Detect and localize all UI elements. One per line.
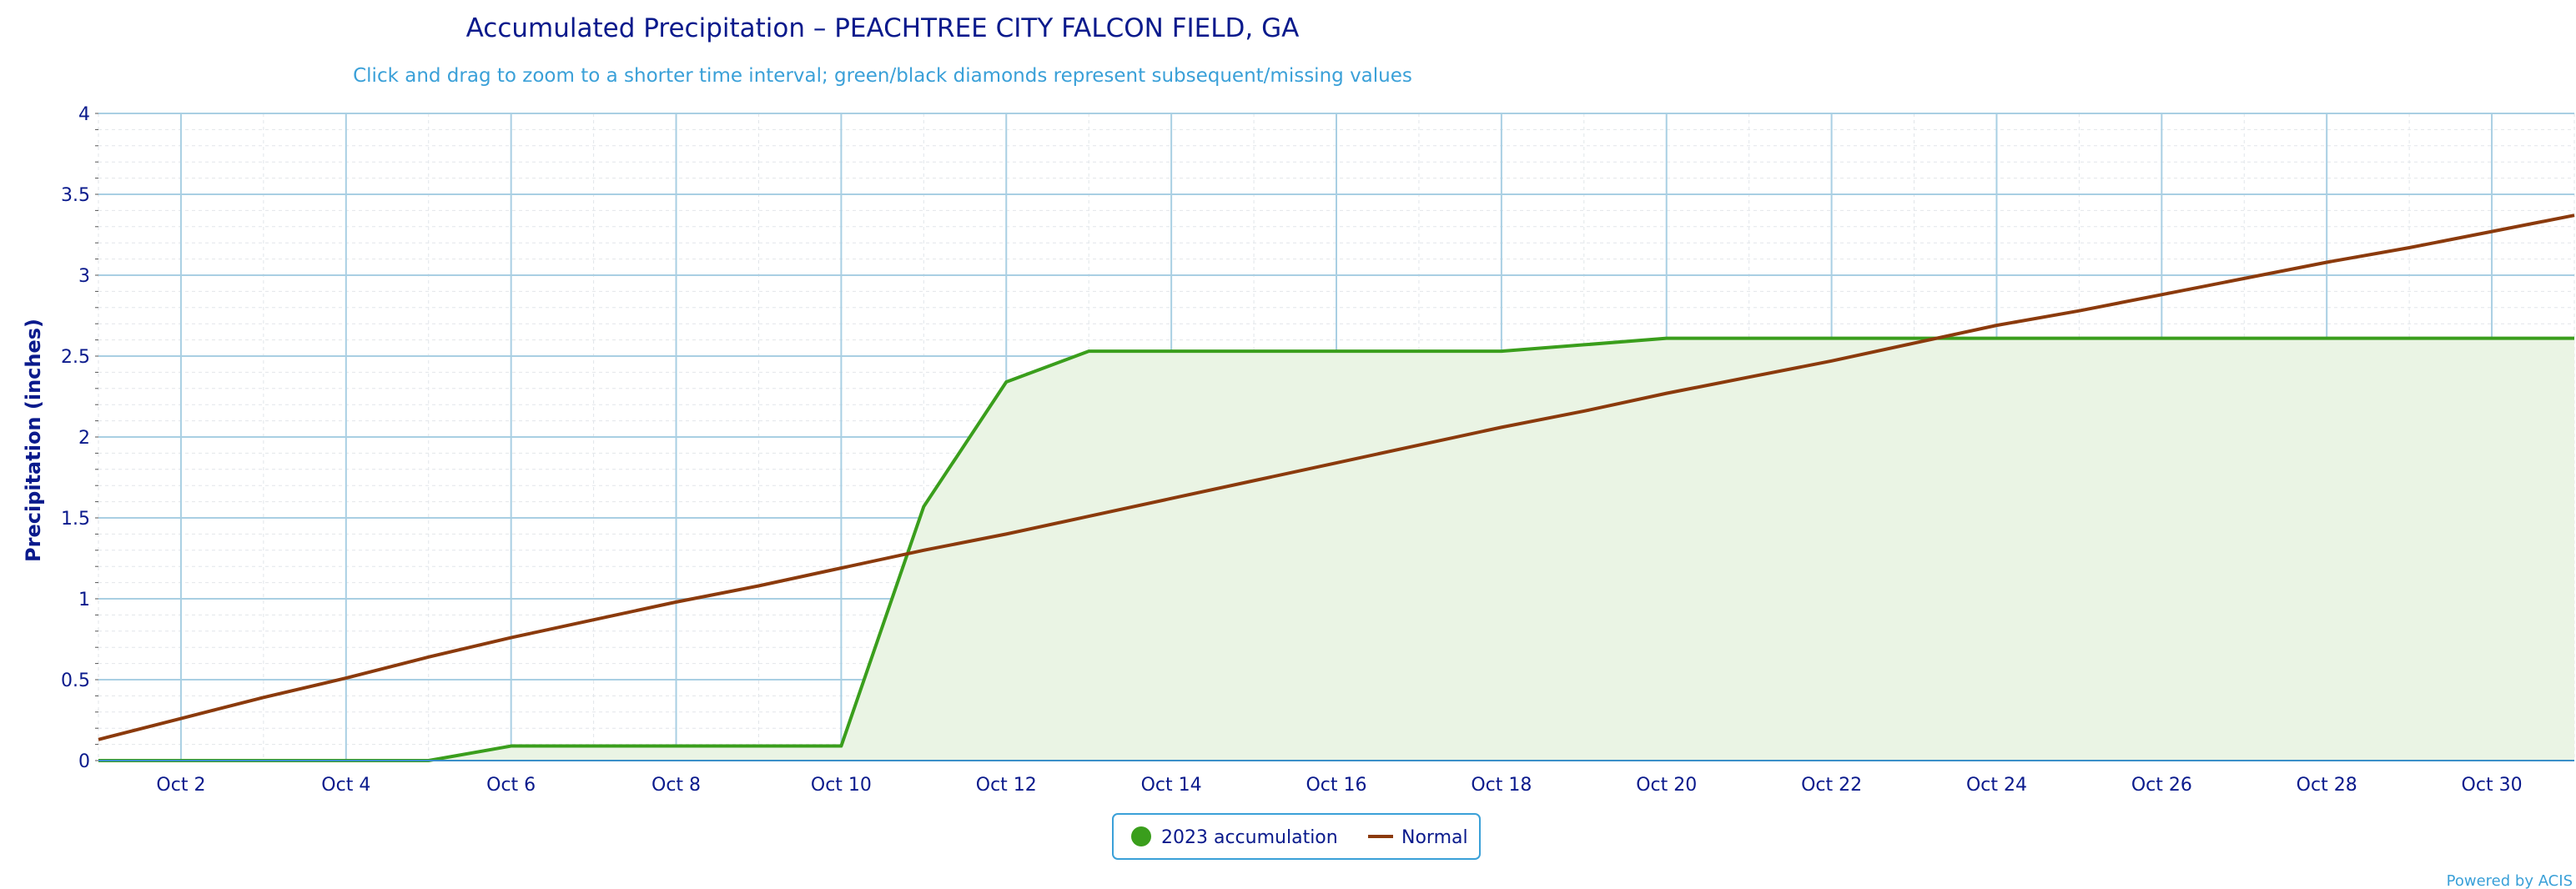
y-tick-label: 0 [78,751,90,772]
x-tick-label: Oct 14 [1141,775,1202,796]
legend-item-2023-accumulation[interactable]: 2023 accumulation [1131,826,1338,848]
x-tick-label: Oct 12 [976,775,1037,796]
x-tick-label: Oct 4 [321,775,370,796]
legend: 2023 accumulation Normal [1112,813,1481,860]
x-tick-label: Oct 22 [1801,775,1862,796]
x-tick-label: Oct 16 [1306,775,1366,796]
legend-label-normal: Normal [1401,827,1468,848]
x-tick-label: Oct 26 [2131,775,2192,796]
y-tick-label: 1.5 [61,509,90,530]
x-tick-label: Oct 28 [2297,775,2357,796]
acis-credit[interactable]: Powered by ACIS [2447,872,2573,889]
x-tick-label: Oct 18 [1471,775,1532,796]
chart-subtitle: Click and drag to zoom to a shorter time… [353,65,1412,87]
chart-title: Accumulated Precipitation – PEACHTREE CI… [466,13,1300,43]
x-tick-label: Oct 30 [2462,775,2523,796]
x-tick-label: Oct 20 [1636,775,1697,796]
y-tick-label: 2 [78,428,90,449]
x-tick-label: Oct 10 [811,775,872,796]
x-tick-label: Oct 8 [652,775,701,796]
legend-box [1112,813,1481,860]
x-tick-label: Oct 2 [156,775,205,796]
y-tick-label: 1 [78,590,90,610]
series-area-2023-accumulation [98,338,2574,761]
x-tick-label: Oct 6 [486,775,536,796]
series-line-2023-accumulation[interactable] [98,336,2574,762]
y-tick-label: 3 [78,266,90,287]
legend-marker-2023-accumulation [1131,826,1151,846]
y-tick-label: 2.5 [61,347,90,368]
plot-area[interactable]: 0 0.5 1 1.5 2 2.5 3 3.5 4 Oct 2 Oct 4 Oct 6 Oct 8 Oct… [61,104,2576,796]
series-line-normal[interactable] [98,213,2575,741]
legend-item-normal[interactable]: Normal [1368,827,1468,848]
y-tick-label: 4 [78,104,90,125]
y-axis-label: Precipitation (inches) [22,319,45,562]
legend-label-2023-accumulation: 2023 accumulation [1161,827,1338,848]
y-tick-label: 3.5 [61,185,90,206]
y-tick-label: 0.5 [61,671,90,691]
x-tick-label: Oct 24 [1966,775,2027,796]
